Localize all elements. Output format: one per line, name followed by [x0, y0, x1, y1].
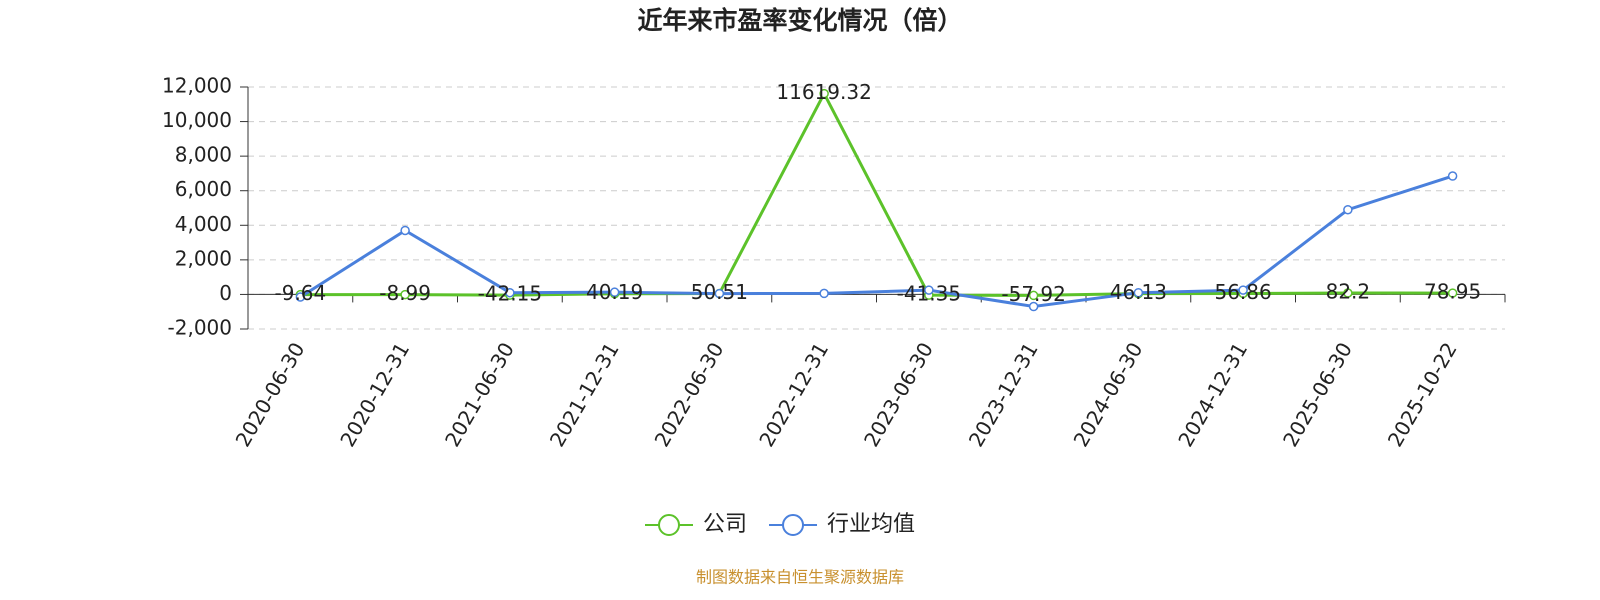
y-tick-label: 2,000	[175, 246, 232, 270]
data-point	[1238, 285, 1248, 295]
y-tick-label: 0	[219, 281, 232, 305]
x-tick-label: 2023-12-31	[964, 338, 1043, 451]
data-label: 82.2	[1326, 280, 1371, 304]
data-point	[1343, 204, 1353, 215]
chart-title: 近年来市盈率变化情况（倍）	[637, 6, 962, 35]
x-tick-label: 2021-12-31	[545, 338, 624, 451]
data-label: -8.99	[379, 281, 431, 305]
data-point	[1028, 301, 1039, 312]
series-line	[299, 174, 1454, 309]
legend-marker	[782, 514, 805, 536]
data-label: -57.92	[1001, 282, 1065, 306]
y-tick-label: -2,000	[168, 316, 232, 340]
data-point	[295, 292, 306, 302]
data-point	[1447, 171, 1458, 181]
legend-marker	[658, 514, 680, 536]
y-tick-label: 6,000	[175, 177, 232, 201]
x-tick-label: 2025-10-22	[1383, 338, 1462, 451]
data-point	[400, 225, 410, 236]
legend-label: 公司	[703, 512, 747, 537]
data-point	[609, 287, 620, 297]
y-tick-label: 10,000	[162, 108, 232, 132]
data-point	[819, 288, 829, 299]
x-tick-label: 2022-06-30	[650, 338, 729, 451]
data-label: 46.13	[1110, 280, 1167, 304]
data-point	[1133, 287, 1144, 298]
x-tick-label: 2023-06-30	[859, 338, 938, 451]
data-point	[819, 88, 829, 99]
data-point	[924, 285, 934, 295]
x-tick-label: 2025-06-30	[1278, 338, 1357, 451]
series-line	[300, 90, 1453, 297]
data-point	[505, 287, 515, 298]
data-point	[1343, 288, 1353, 298]
y-tick-label: 8,000	[175, 143, 232, 167]
x-tick-label: 2022-12-31	[754, 338, 833, 451]
x-tick-label: 2020-12-31	[335, 338, 414, 451]
legend-label: 行业均值	[827, 512, 915, 537]
data-label: -9.64	[275, 281, 327, 305]
data-point	[1028, 290, 1039, 301]
data-label: 50.51	[691, 280, 748, 304]
source-note: 制图数据来自恒生聚源数据库	[696, 568, 904, 587]
data-label: 11619.32	[776, 80, 871, 104]
data-point	[714, 288, 725, 299]
x-tick-label: 2024-12-31	[1173, 338, 1252, 451]
x-tick-label: 2024-06-30	[1069, 338, 1148, 451]
y-tick-label: 4,000	[175, 212, 232, 236]
data-label: 78.95	[1424, 280, 1481, 304]
y-tick-label: 12,000	[162, 74, 232, 98]
data-label: 56.86	[1214, 280, 1271, 304]
data-point	[400, 289, 410, 300]
data-label: -41.35	[897, 282, 961, 306]
x-tick-label: 2021-06-30	[440, 338, 519, 451]
data-point	[1447, 288, 1458, 298]
data-label: 40.19	[586, 280, 643, 304]
data-label: -42.15	[478, 282, 542, 306]
x-tick-label: 2020-06-30	[231, 338, 310, 451]
